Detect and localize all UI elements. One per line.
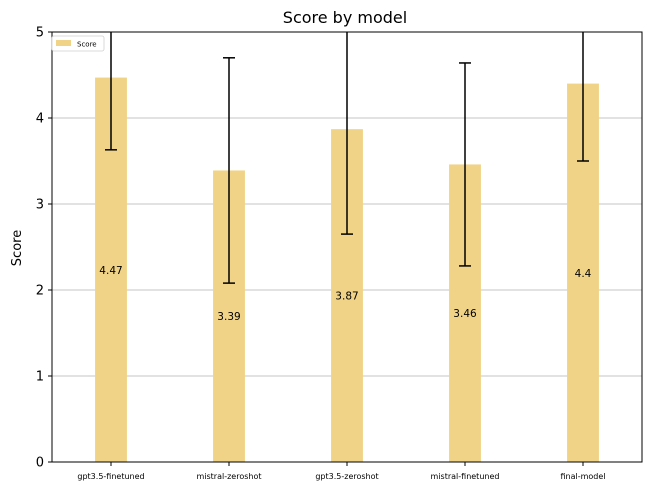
y-tick-label: 5 (36, 26, 44, 41)
data-label: 3.46 (453, 308, 477, 320)
error-bars (105, 32, 589, 284)
y-axis-ticks: 0 1 2 3 4 5 (36, 26, 52, 471)
x-tick-label: mistral-finetuned (431, 472, 500, 481)
y-tick-label: 3 (36, 198, 44, 213)
legend: Score (51, 35, 105, 52)
y-tick-label: 0 (36, 456, 44, 471)
x-tick-label: gpt3.5-zeroshot (315, 472, 378, 481)
data-labels: 4.47 3.39 3.87 3.46 4.4 (99, 265, 591, 323)
x-axis-ticks: gpt3.5-finetuned mistral-zeroshot gpt3.5-z… (77, 462, 606, 481)
legend-label: Score (77, 41, 97, 49)
y-tick-label: 2 (36, 284, 44, 299)
data-label: 4.4 (575, 268, 592, 280)
y-axis-label: Score (10, 230, 25, 266)
x-tick-label: mistral-zeroshot (196, 472, 261, 481)
legend-box (51, 35, 105, 52)
x-tick-label: gpt3.5-finetuned (77, 472, 144, 481)
y-tick-label: 4 (36, 112, 44, 127)
chart-title: Score by model (283, 8, 407, 27)
x-tick-label: final-model (560, 472, 605, 481)
data-label: 3.87 (335, 291, 358, 303)
data-label: 3.39 (217, 311, 240, 323)
y-tick-label: 1 (36, 370, 44, 385)
data-label: 4.47 (99, 265, 122, 277)
legend-swatch (56, 40, 71, 46)
